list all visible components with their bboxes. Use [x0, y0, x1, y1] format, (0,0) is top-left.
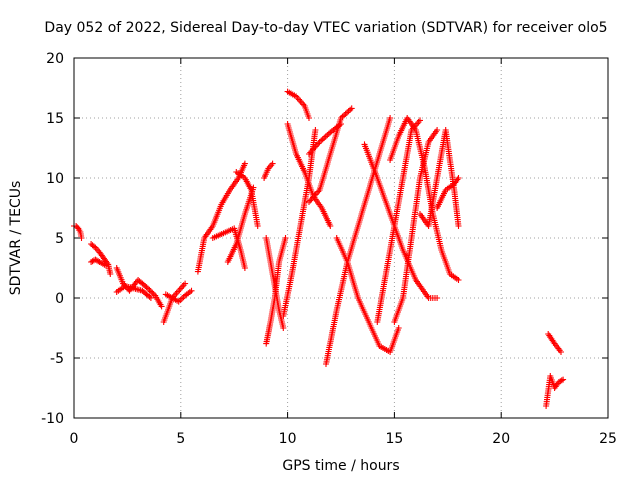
y-tick-label: -10 [41, 411, 64, 427]
data-point [158, 303, 165, 310]
data-point [558, 349, 564, 355]
series-s20 [323, 115, 394, 367]
data-point [395, 325, 402, 331]
grid-lines [74, 58, 608, 418]
data-point [315, 140, 322, 147]
series-s26 [417, 127, 462, 229]
series-s17 [284, 88, 312, 121]
x-tick-label: 20 [492, 431, 510, 447]
data-point [269, 160, 276, 167]
data-point [188, 287, 195, 294]
data-point [434, 127, 441, 133]
data-point [455, 277, 462, 283]
data-point [103, 262, 109, 269]
data-point [182, 280, 189, 287]
data-point [149, 289, 156, 296]
data-point [146, 293, 153, 300]
series-s2 [88, 241, 114, 277]
data-point [241, 265, 248, 271]
data-point [107, 271, 114, 277]
y-tick-label: 15 [46, 111, 64, 127]
x-tick-label: 0 [70, 431, 79, 447]
chart-title: Day 052 of 2022, Sidereal Day-to-day VTE… [44, 20, 607, 36]
series-s1 [71, 223, 85, 241]
y-axis-label: SDTVAR / TECUs [8, 181, 24, 296]
data-point [306, 115, 312, 121]
data-point [142, 283, 149, 289]
data-point [348, 105, 355, 112]
data-point [434, 295, 441, 301]
data-point [280, 325, 287, 331]
plot-frame [73, 57, 609, 419]
axis-ticks: 0 5 10 15 20 25 -10 -5 0 5 10 15 20 [41, 51, 617, 447]
data-point [338, 121, 344, 127]
y-tick-label: 20 [46, 51, 64, 67]
series-s7 [162, 287, 195, 305]
data-points [71, 88, 567, 409]
series-s3 [88, 256, 109, 269]
data-point [241, 160, 248, 167]
series-s10 [224, 184, 257, 265]
series-s23 [374, 117, 423, 325]
x-tick-label: 15 [385, 431, 403, 447]
series-s16 [284, 121, 334, 229]
y-tick-label: 0 [55, 291, 64, 307]
data-point [282, 235, 289, 241]
data-point [319, 136, 326, 143]
data-point [455, 175, 462, 181]
data-point [455, 223, 462, 229]
y-tick-label: 5 [55, 231, 64, 247]
series-s6 [160, 280, 189, 325]
data-point [327, 223, 334, 229]
data-point [558, 377, 565, 384]
series-s13 [263, 235, 287, 331]
data-point [312, 127, 319, 133]
data-point [146, 287, 153, 293]
data-point [417, 117, 423, 124]
data-point [344, 109, 351, 116]
y-tick-label: -5 [50, 351, 64, 367]
series-s29 [543, 373, 567, 409]
series-s22 [361, 141, 441, 301]
series-s19 [306, 121, 344, 157]
x-tick-label: 25 [599, 431, 617, 447]
data-point [387, 115, 394, 121]
data-point [143, 284, 150, 291]
series-s11 [233, 169, 261, 229]
data-point [342, 110, 349, 117]
data-point [147, 295, 154, 301]
series-s28 [545, 331, 564, 355]
series-s21 [333, 235, 402, 355]
y-tick-label: 10 [46, 171, 64, 187]
data-point [321, 134, 328, 141]
data-point [560, 376, 567, 383]
data-point [254, 223, 261, 229]
x-tick-label: 5 [176, 431, 185, 447]
x-axis-label: GPS time / hours [282, 458, 399, 474]
series-s14 [261, 160, 276, 181]
data-point [147, 288, 154, 295]
series-s5 [113, 283, 154, 301]
series-s18 [306, 105, 355, 205]
x-tick-label: 10 [279, 431, 297, 447]
series-s27 [434, 175, 462, 211]
